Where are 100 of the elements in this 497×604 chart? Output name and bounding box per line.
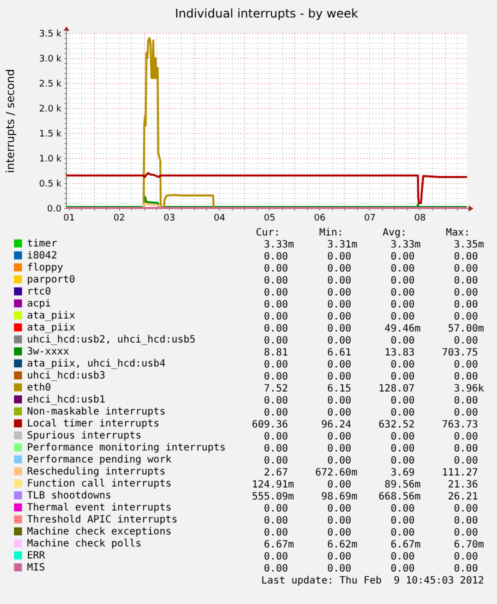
text: 0.00 xyxy=(390,359,415,370)
text: 0.00 xyxy=(454,527,478,538)
text: 0.00 xyxy=(390,287,415,298)
legend-label: Performance monitoring interrupts xyxy=(27,442,226,454)
text: 0.00 xyxy=(264,263,288,274)
text: 0.00 xyxy=(327,479,352,490)
text: Min: xyxy=(319,227,344,238)
y-tick-label: 1.0 k xyxy=(39,154,62,164)
text: 21.36 xyxy=(448,479,478,490)
text: 0.00 xyxy=(327,311,352,322)
text: 6.67m xyxy=(390,539,421,550)
text: 0.00 xyxy=(327,563,352,574)
legend-label: TLB shootdowns xyxy=(27,490,112,502)
line-series xyxy=(142,37,215,208)
text: 0.00 xyxy=(264,407,288,418)
text: 0.00 xyxy=(327,515,352,526)
text: 0.00 xyxy=(454,287,478,298)
text: 57.00m xyxy=(448,323,484,334)
text: 0.00 xyxy=(327,371,352,382)
text: 0.00 xyxy=(390,251,415,262)
text: 0.00 xyxy=(264,455,288,466)
text: 3.69 xyxy=(390,467,415,478)
text: 0.00 xyxy=(264,251,288,262)
text: 3.33m xyxy=(264,239,294,250)
text: 0.00 xyxy=(454,455,478,466)
text: 0.00 xyxy=(264,551,288,562)
legend-label: ata_piix xyxy=(27,322,76,334)
text: 2.67 xyxy=(264,467,288,478)
text: 0.00 xyxy=(454,563,478,574)
legend-label: eth0 xyxy=(27,382,52,394)
text: 6.67m xyxy=(264,539,294,550)
text: Max: xyxy=(446,227,470,238)
text: 763.73 xyxy=(442,419,478,430)
text: 672.60m xyxy=(315,467,358,478)
legend-label: Threshold APIC interrupts xyxy=(27,514,178,526)
text: 0.00 xyxy=(327,395,352,406)
text: 0.00 xyxy=(454,335,478,346)
text: 0.00 xyxy=(264,395,288,406)
text: 0.00 xyxy=(390,311,415,322)
text: 555.09m xyxy=(252,491,294,502)
text: 668.56m xyxy=(378,491,421,502)
text: 0.00 xyxy=(390,275,415,286)
line-series xyxy=(65,195,468,208)
legend-label: Machine check exceptions xyxy=(27,526,172,538)
x-tick-label: 07 xyxy=(364,214,376,224)
text: 0.00 xyxy=(454,395,478,406)
text: 3.33m xyxy=(390,239,421,250)
y-tick-label: 3.5 k xyxy=(39,30,62,40)
legend-label: ata_piix xyxy=(27,310,76,322)
legend-label: Local timer interrupts xyxy=(27,418,160,430)
x-tick-label: 01 xyxy=(63,214,75,224)
text: 49.46m xyxy=(384,323,421,334)
text: 0.00 xyxy=(454,371,478,382)
text: 0.00 xyxy=(327,455,352,466)
text: 0.00 xyxy=(390,455,415,466)
text: 0.00 xyxy=(390,263,415,274)
text: 0.00 xyxy=(390,371,415,382)
text: 0.00 xyxy=(327,551,352,562)
y-tick-label: 2.0 k xyxy=(39,104,62,114)
legend-label: ehci_hcd:usb1 xyxy=(27,394,106,406)
text: 96.24 xyxy=(321,419,352,430)
text: 0.00 xyxy=(264,359,288,370)
x-tick-label: 04 xyxy=(214,214,226,224)
text: 0.00 xyxy=(390,335,415,346)
text: 0.00 xyxy=(454,359,478,370)
text: 0.00 xyxy=(327,431,352,442)
text: Avg: xyxy=(382,227,407,238)
text: 0.00 xyxy=(454,551,478,562)
text: 0.00 xyxy=(390,443,415,454)
text: 98.69m xyxy=(321,491,358,502)
text: 632.52 xyxy=(378,419,415,430)
text: 0.00 xyxy=(390,515,415,526)
text: Last update: Thu Feb 9 10:45:03 2012 xyxy=(261,575,484,586)
text: 0.00 xyxy=(390,395,415,406)
text: 0.00 xyxy=(264,431,288,442)
text: Cur: xyxy=(256,227,280,238)
y-tick-label: 2.5 k xyxy=(39,80,62,90)
text: 0.00 xyxy=(454,311,478,322)
legend-label: ERR xyxy=(27,550,46,562)
text: 0.00 xyxy=(327,503,352,514)
text: 0.00 xyxy=(327,407,352,418)
text: 0.00 xyxy=(327,299,352,310)
text: 0.00 xyxy=(327,323,352,334)
text: 0.00 xyxy=(454,503,478,514)
text: 0.00 xyxy=(454,275,478,286)
legend-label: Performance pending work xyxy=(27,454,172,466)
y-axis-title: interrupts / second xyxy=(4,69,17,173)
legend-label: uhci_hcd:usb2, uhci_hcd:usb5 xyxy=(27,334,196,346)
legend-label: Spurious interrupts xyxy=(27,430,142,442)
text: 6.62m xyxy=(327,539,358,550)
text: 3.96k xyxy=(454,383,484,394)
legend-label: acpi xyxy=(27,298,52,310)
x-tick-label: 02 xyxy=(114,214,125,224)
text: 6.15 xyxy=(327,383,352,394)
text: 0.00 xyxy=(264,563,288,574)
x-tick-label: 06 xyxy=(314,214,326,224)
text: 0.00 xyxy=(264,443,288,454)
legend-label: ata_piix, uhci_hcd:usb4 xyxy=(27,358,166,370)
text: 8.81 xyxy=(264,347,288,358)
text: 3.31m xyxy=(327,239,358,250)
